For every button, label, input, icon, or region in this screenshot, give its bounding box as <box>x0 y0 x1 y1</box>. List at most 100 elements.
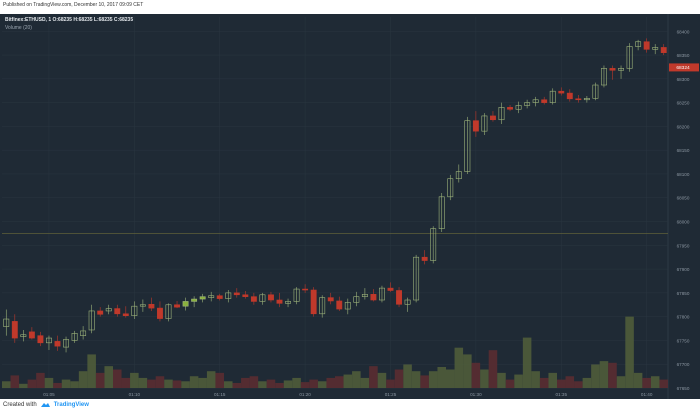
candle[interactable] <box>268 291 274 303</box>
candle[interactable] <box>139 299 146 312</box>
candle[interactable] <box>464 116 471 174</box>
candle[interactable] <box>97 307 104 317</box>
candle[interactable] <box>421 250 428 265</box>
candlestick-chart[interactable]: 68400 68350 68300 68250 68200 68150 68100 68050… <box>0 14 700 399</box>
candle[interactable] <box>259 292 266 305</box>
candle[interactable] <box>490 111 496 122</box>
price-axis[interactable]: 68400 68350 68300 68250 68200 68150 68100 68050… <box>669 29 699 391</box>
candle[interactable] <box>481 113 488 135</box>
candle[interactable] <box>601 65 607 88</box>
candle[interactable] <box>28 327 35 340</box>
volume-bar <box>539 377 549 388</box>
candle[interactable] <box>216 293 223 301</box>
candle[interactable] <box>54 335 61 351</box>
candle[interactable] <box>122 306 129 318</box>
candle[interactable] <box>396 287 402 308</box>
candle[interactable] <box>515 101 522 114</box>
candle[interactable] <box>379 285 385 303</box>
candle[interactable] <box>37 331 44 347</box>
candle[interactable] <box>609 65 616 80</box>
candle[interactable] <box>413 254 420 303</box>
volume-bar <box>317 381 327 388</box>
volume-bar <box>232 382 242 388</box>
candle[interactable] <box>233 288 240 298</box>
candle[interactable] <box>11 314 18 343</box>
candle[interactable] <box>199 293 206 303</box>
candle[interactable] <box>438 192 445 232</box>
candle[interactable] <box>626 43 633 72</box>
candle[interactable] <box>63 336 69 353</box>
candle[interactable] <box>3 309 10 336</box>
volume-bar <box>198 377 207 388</box>
candle[interactable] <box>404 297 411 312</box>
candle[interactable] <box>20 329 27 342</box>
chart-area[interactable]: 68400 68350 68300 68250 68200 68150 68100 68050… <box>0 14 700 399</box>
candle[interactable] <box>242 290 249 299</box>
candle-body <box>302 288 309 291</box>
candle[interactable] <box>174 300 180 309</box>
candle[interactable] <box>507 104 513 112</box>
candle[interactable] <box>327 292 334 305</box>
candle[interactable] <box>430 226 437 264</box>
candle[interactable] <box>225 290 232 303</box>
candle[interactable] <box>336 296 343 311</box>
tradingview-brand[interactable]: TradingView <box>53 402 89 408</box>
candle[interactable] <box>131 301 138 320</box>
candle[interactable] <box>643 38 650 53</box>
candle[interactable] <box>46 335 52 350</box>
candle[interactable] <box>182 297 189 311</box>
candle[interactable] <box>319 295 326 318</box>
candle[interactable] <box>80 326 87 340</box>
candle[interactable] <box>549 88 556 105</box>
candle[interactable] <box>148 297 155 311</box>
candle[interactable] <box>558 87 565 96</box>
candle[interactable] <box>276 292 283 308</box>
candle[interactable] <box>652 44 659 55</box>
candle[interactable] <box>157 301 163 322</box>
candle-body <box>148 303 155 309</box>
candle[interactable] <box>472 111 479 137</box>
candle[interactable] <box>250 292 257 305</box>
candle[interactable] <box>310 287 317 317</box>
candle[interactable] <box>447 174 454 201</box>
candle[interactable] <box>285 298 291 308</box>
candle[interactable] <box>105 304 112 315</box>
candle[interactable] <box>635 39 642 51</box>
candle[interactable] <box>660 44 667 56</box>
candle-body <box>404 299 411 305</box>
candle[interactable] <box>114 304 121 317</box>
candle-body <box>370 293 377 301</box>
candle[interactable] <box>165 303 172 322</box>
candle[interactable] <box>387 282 394 292</box>
candle[interactable] <box>344 298 351 315</box>
candle[interactable] <box>370 289 377 302</box>
candle[interactable] <box>208 291 215 302</box>
volume-bar <box>266 379 276 388</box>
candle[interactable] <box>566 89 573 102</box>
candle[interactable] <box>191 296 198 308</box>
candle[interactable] <box>88 304 95 334</box>
y-tick-label: 67800 <box>677 315 690 320</box>
candle[interactable] <box>353 291 360 307</box>
candle[interactable] <box>532 96 539 107</box>
candle[interactable] <box>361 288 368 300</box>
candle-body <box>276 299 283 304</box>
candle[interactable] <box>293 287 300 305</box>
candle[interactable] <box>592 82 599 101</box>
candle[interactable] <box>302 284 309 293</box>
volume-bar <box>87 354 96 388</box>
candle[interactable] <box>71 330 78 343</box>
y-tick-label: 67900 <box>677 267 690 272</box>
candle-body <box>216 295 223 299</box>
volume-bar <box>78 371 88 388</box>
candle[interactable] <box>524 99 531 109</box>
candle[interactable] <box>575 95 582 103</box>
candle[interactable] <box>455 164 462 183</box>
volume-bar <box>181 381 190 388</box>
candle[interactable] <box>583 95 590 103</box>
candle-body <box>626 46 633 69</box>
candle[interactable] <box>498 102 505 125</box>
candle[interactable] <box>541 96 548 105</box>
time-axis[interactable]: 01:05 01:10 01:15 01:20 01:25 01:30 01:35 01:40… <box>43 392 700 397</box>
candle[interactable] <box>618 65 624 79</box>
